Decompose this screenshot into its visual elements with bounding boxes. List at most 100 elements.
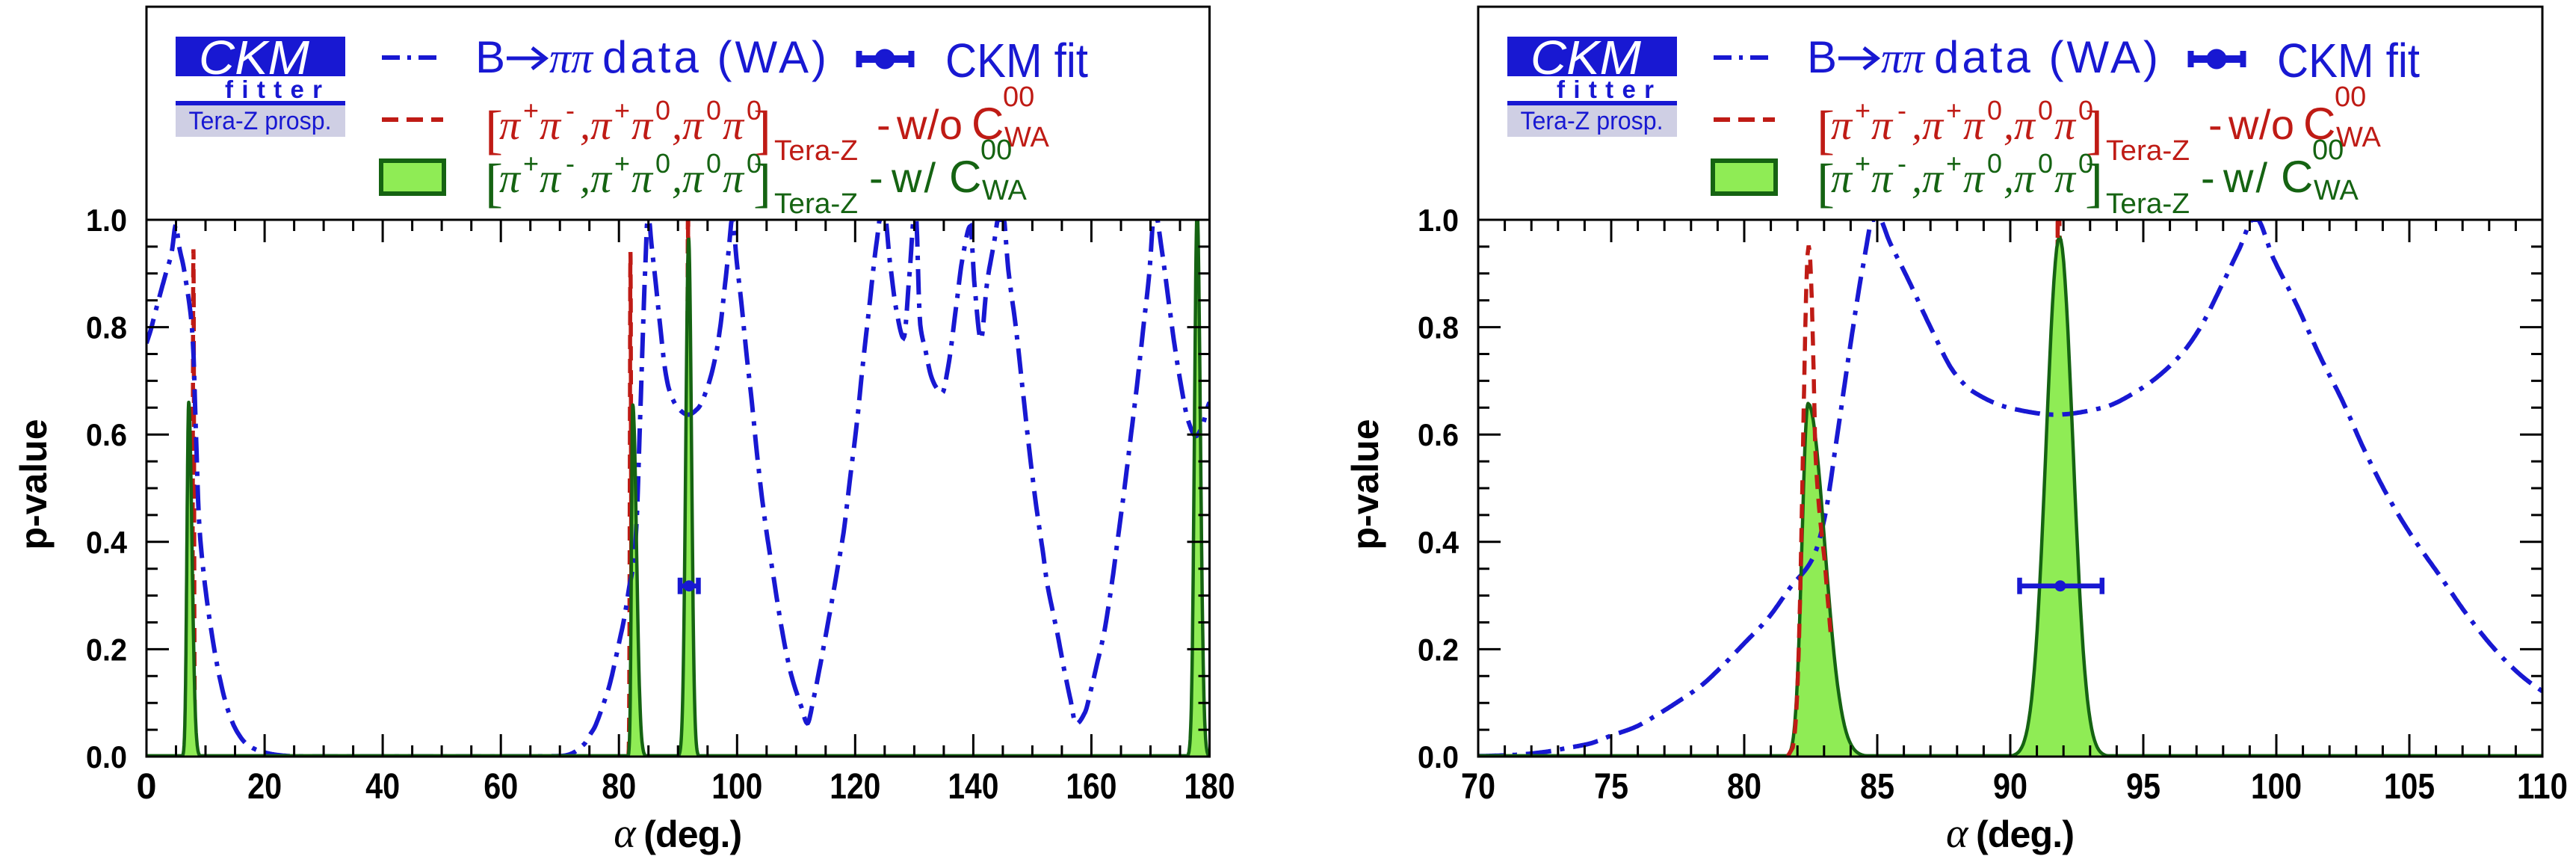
svg-text:WA: WA (982, 175, 1027, 206)
svg-text:π: π (2054, 156, 2077, 202)
svg-text:WA: WA (2314, 175, 2359, 206)
svg-text:π: π (590, 102, 613, 149)
svg-text:70: 70 (1461, 767, 1495, 807)
svg-text:+: + (523, 95, 539, 126)
svg-text:π: π (1963, 156, 1986, 202)
svg-text:0.6: 0.6 (86, 417, 127, 452)
svg-text:00: 00 (2335, 81, 2366, 113)
svg-text:80: 80 (1727, 767, 1761, 807)
svg-text:+: + (1855, 148, 1871, 179)
svg-text:160: 160 (1066, 767, 1116, 807)
svg-text:ππ: ππ (1881, 34, 1926, 82)
svg-text:,: , (672, 102, 682, 149)
svg-text:180: 180 (1184, 767, 1235, 807)
svg-text:00: 00 (980, 135, 1012, 166)
svg-text:,: , (2004, 102, 2014, 149)
svg-text:Tera-Z: Tera-Z (774, 135, 858, 167)
svg-text:,: , (1912, 156, 1922, 202)
svg-text:π: π (682, 102, 705, 149)
svg-text:π: π (631, 156, 654, 202)
svg-text:0: 0 (2038, 95, 2053, 126)
svg-text:Tera-Z: Tera-Z (2106, 188, 2190, 220)
svg-text:40: 40 (365, 767, 400, 807)
svg-text:0: 0 (655, 95, 670, 126)
svg-text:-: - (1897, 95, 1906, 126)
svg-text:0: 0 (1987, 95, 2002, 126)
svg-text:π: π (682, 156, 705, 202)
svg-text:100: 100 (2251, 767, 2302, 807)
svg-text:]: ] (2085, 100, 2103, 160)
svg-text:WA: WA (1004, 122, 1049, 153)
svg-text:+: + (1855, 95, 1871, 126)
svg-text:0: 0 (137, 767, 157, 807)
svg-text:,: , (580, 102, 590, 149)
svg-text:-: - (2201, 154, 2215, 201)
svg-text:0.2: 0.2 (86, 632, 127, 667)
svg-text:-: - (1897, 148, 1906, 179)
svg-text:1.0: 1.0 (1418, 203, 1459, 238)
svg-text:B: B (475, 32, 505, 82)
svg-text:CKM: CKM (1531, 31, 1642, 84)
svg-text:CKM fit: CKM fit (945, 34, 1088, 87)
svg-text:(deg.): (deg.) (1976, 813, 2075, 855)
svg-text:π: π (1871, 156, 1894, 202)
svg-text:α: α (1946, 810, 1969, 857)
svg-text:0.6: 0.6 (1418, 417, 1459, 452)
svg-text:140: 140 (948, 767, 998, 807)
svg-text:95: 95 (2126, 767, 2160, 807)
svg-text:π: π (540, 102, 562, 149)
svg-text:Tera-Z prosp.: Tera-Z prosp. (189, 107, 332, 135)
svg-text:π: π (590, 156, 613, 202)
svg-text:CKM fit: CKM fit (2277, 34, 2420, 87)
svg-text:0: 0 (747, 95, 762, 126)
svg-text:105: 105 (2384, 767, 2435, 807)
svg-text:WA: WA (2336, 122, 2381, 153)
svg-text:+: + (1946, 148, 1962, 179)
svg-text:90: 90 (1993, 767, 2027, 807)
svg-text:w/: w/ (891, 154, 936, 201)
svg-text:π: π (2014, 156, 2036, 202)
svg-text:-: - (877, 101, 891, 148)
svg-text:,: , (672, 156, 682, 202)
svg-text:C: C (2303, 99, 2335, 149)
svg-text:0.2: 0.2 (1418, 632, 1459, 667)
svg-text:B: B (1807, 32, 1837, 82)
svg-text:-: - (566, 95, 575, 126)
svg-text:0.8: 0.8 (86, 310, 127, 345)
svg-text:Tera-Z: Tera-Z (774, 188, 858, 220)
svg-text:π: π (2054, 102, 2077, 149)
svg-text:[: [ (485, 153, 503, 213)
svg-text:[: [ (485, 100, 503, 160)
svg-text:w/o: w/o (896, 101, 963, 148)
svg-text:π: π (631, 102, 654, 149)
svg-text:π: π (499, 102, 522, 149)
svg-text:,: , (580, 156, 590, 202)
svg-text:CKM: CKM (199, 31, 310, 84)
svg-text:fitter: fitter (1557, 76, 1660, 103)
svg-text:0: 0 (706, 148, 721, 179)
svg-text:0: 0 (2078, 148, 2093, 179)
svg-text:20: 20 (247, 767, 282, 807)
svg-text:120: 120 (830, 767, 880, 807)
svg-text:π: π (1963, 102, 1986, 149)
svg-text:0.0: 0.0 (86, 739, 127, 775)
svg-text:p-value: p-value (13, 419, 55, 549)
svg-text:110: 110 (2517, 767, 2568, 807)
svg-text:-: - (869, 154, 883, 201)
svg-text:-: - (2208, 101, 2223, 148)
svg-text:π: π (1922, 102, 1945, 149)
svg-text:C: C (949, 152, 981, 202)
svg-text:w/: w/ (2223, 154, 2267, 201)
svg-text:Tera-Z: Tera-Z (2106, 135, 2190, 167)
svg-text:π: π (499, 156, 522, 202)
svg-text:π: π (1831, 156, 1853, 202)
svg-text:00: 00 (1003, 81, 1034, 113)
svg-text:+: + (1946, 95, 1962, 126)
svg-text:0.4: 0.4 (1418, 525, 1460, 560)
svg-text:ππ: ππ (549, 34, 594, 82)
svg-text:(deg.): (deg.) (643, 813, 742, 855)
svg-text:+: + (614, 95, 630, 126)
svg-text:+: + (614, 148, 630, 179)
svg-text:0: 0 (655, 148, 670, 179)
svg-text:]: ] (753, 100, 771, 160)
